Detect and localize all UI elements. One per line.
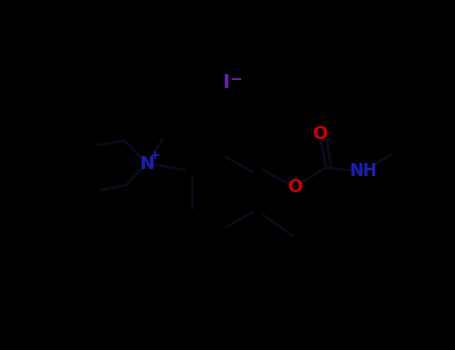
Text: −: − bbox=[229, 72, 242, 87]
Text: I: I bbox=[222, 72, 229, 92]
Text: N: N bbox=[140, 155, 155, 173]
Text: O: O bbox=[312, 125, 328, 143]
Text: NH: NH bbox=[349, 162, 377, 180]
Text: +: + bbox=[150, 149, 161, 162]
Text: O: O bbox=[288, 178, 303, 196]
